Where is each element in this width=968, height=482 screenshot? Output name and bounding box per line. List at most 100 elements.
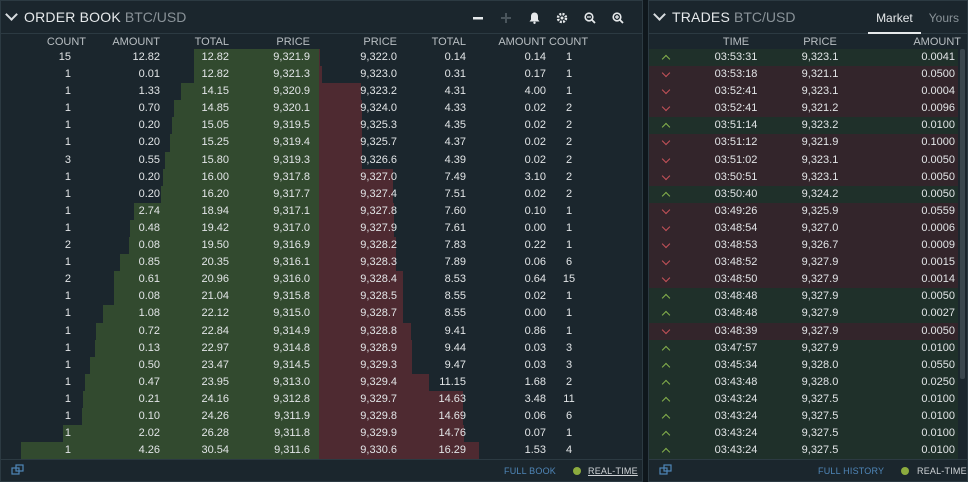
- ask-price: 9,330.6: [360, 444, 397, 457]
- arrow-down-icon: [661, 325, 671, 334]
- trade-row[interactable]: 03:43:24 9,327.5 0.0100: [649, 407, 958, 426]
- order-book-row[interactable]: 1 0.20 16.00 9,317.8 9,327.0 7.49 3.10 2: [1, 168, 642, 186]
- order-book-row[interactable]: 1 0.13 22.97 9,314.8 9,328.9 9.44 0.03 3: [1, 339, 642, 357]
- arrow-up-icon: [661, 379, 671, 389]
- order-book-row[interactable]: 1 4.26 30.54 9,311.6 9,330.6 16.29 1.53 4: [1, 442, 642, 460]
- trade-row[interactable]: 03:43:24 9,327.5 0.0100: [649, 390, 958, 408]
- trade-row[interactable]: 03:48:48 9,327.9 0.0027: [649, 305, 958, 323]
- trade-time: 03:43:24: [714, 444, 758, 457]
- ask-depth-bar: [319, 339, 412, 357]
- trade-row[interactable]: 03:52:41 9,321.2 0.0096: [649, 100, 958, 118]
- order-book-row[interactable]: 1 0.20 15.25 9,319.4 9,325.7 4.37 0.02 2: [1, 134, 642, 152]
- ask-count: 1: [565, 427, 573, 440]
- ask-depth-bar: [319, 407, 464, 426]
- trade-row[interactable]: 03:51:02 9,323.1 0.0050: [649, 151, 958, 169]
- trades-title: TRADES: [672, 9, 730, 25]
- collapse-chevron-icon[interactable]: [653, 8, 666, 21]
- trade-row[interactable]: 03:48:53 9,326.7 0.0009: [649, 237, 958, 255]
- trade-row[interactable]: 03:52:41 9,323.1 0.0004: [649, 83, 958, 101]
- trade-row[interactable]: 03:47:57 9,327.9 0.0100: [649, 339, 958, 357]
- tab-yours[interactable]: Yours: [928, 11, 959, 25]
- bid-price: 9,312.8: [273, 392, 310, 405]
- trade-row[interactable]: 03:48:54 9,327.0 0.0006: [649, 219, 958, 238]
- trade-row[interactable]: 03:51:14 9,323.2 0.0100: [649, 117, 958, 135]
- trade-row[interactable]: 03:53:31 9,323.1 0.0041: [649, 49, 958, 67]
- ask-total: 14.63: [438, 392, 466, 405]
- trade-row[interactable]: 03:48:39 9,327.9 0.0050: [649, 322, 958, 340]
- ask-amount: 0.02: [524, 187, 546, 200]
- order-book-row[interactable]: 3 0.55 15.80 9,319.3 9,326.6 4.39 0.02 2: [1, 151, 642, 169]
- order-book-row[interactable]: 1 0.20 16.20 9,317.7 9,327.4 7.51 0.02 2: [1, 185, 642, 203]
- bid-amount: 0.20: [138, 170, 160, 183]
- bid-amount: 0.50: [138, 358, 160, 371]
- order-book-row[interactable]: 1 1.33 14.15 9,320.9 9,323.2 4.31 4.00 1: [1, 83, 642, 101]
- order-book-row[interactable]: 2 0.08 19.50 9,316.9 9,328.2 7.83 0.22 1: [1, 237, 642, 255]
- order-book-row[interactable]: 1 0.01 12.82 9,321.3 9,323.0 0.31 0.17 1: [1, 66, 642, 84]
- trade-row[interactable]: 03:43:48 9,328.0 0.0250: [649, 373, 958, 391]
- bid-price: 9,314.5: [273, 358, 310, 371]
- bid-count: 1: [64, 85, 71, 98]
- ask-count: 1: [565, 221, 573, 234]
- ask-price: 9,327.0: [360, 170, 397, 183]
- order-book-row[interactable]: 1 0.08 21.04 9,315.8 9,328.5 8.55 0.02 1: [1, 288, 642, 306]
- trade-row[interactable]: 03:51:12 9,321.9 0.1000: [649, 134, 958, 152]
- order-book-row[interactable]: 15 12.82 12.82 9,321.9 9,322.0 0.14 0.14 1: [1, 49, 642, 67]
- bid-count: 1: [64, 324, 71, 337]
- bid-depth-bar: [128, 237, 319, 255]
- realtime-toggle[interactable]: REAL-TIME: [588, 466, 638, 476]
- tab-market[interactable]: Market: [868, 1, 921, 34]
- trades-scrollbar[interactable]: [960, 49, 965, 379]
- bid-count: 1: [64, 427, 71, 440]
- alerts-button[interactable]: [520, 1, 548, 34]
- trade-amount: 0.0100: [921, 409, 955, 422]
- trade-row[interactable]: 03:48:52 9,327.9 0.0015: [649, 254, 958, 272]
- bid-total: 22.12: [201, 307, 229, 320]
- increase-precision-button[interactable]: [492, 1, 520, 34]
- trade-row[interactable]: 03:53:18 9,321.1 0.0500: [649, 66, 958, 84]
- decrease-precision-button[interactable]: [464, 1, 492, 34]
- order-book-row[interactable]: 1 2.74 18.94 9,317.1 9,327.8 7.60 0.10 1: [1, 202, 642, 220]
- trade-row[interactable]: 03:48:48 9,327.9 0.0050: [649, 288, 958, 306]
- order-book-row[interactable]: 1 2.02 26.28 9,311.8 9,329.9 14.76 0.07 1: [1, 425, 642, 443]
- order-book-row[interactable]: 1 0.20 15.05 9,319.5 9,325.3 4.35 0.02 2: [1, 117, 642, 135]
- trade-row[interactable]: 03:50:51 9,323.1 0.0050: [649, 168, 958, 186]
- zoom-out-button[interactable]: [576, 1, 604, 34]
- zoom-in-button[interactable]: [604, 1, 632, 34]
- expand-icon[interactable]: [659, 464, 673, 476]
- order-book-row[interactable]: 1 0.50 23.47 9,314.5 9,329.3 9.47 0.03 3: [1, 356, 642, 374]
- trade-row[interactable]: 03:48:50 9,327.9 0.0014: [649, 271, 958, 289]
- order-book-row[interactable]: 1 0.10 24.26 9,311.9 9,329.8 14.69 0.06 6: [1, 407, 642, 426]
- trade-row[interactable]: 03:45:34 9,328.0 0.0550: [649, 356, 958, 374]
- order-book-title: ORDER BOOK: [24, 9, 121, 25]
- order-book-row[interactable]: 1 0.70 14.85 9,320.1 9,324.0 4.33 0.02 2: [1, 100, 642, 118]
- order-book-row[interactable]: 1 0.47 23.95 9,313.0 9,329.4 11.15 1.68 2: [1, 373, 642, 391]
- order-book-row[interactable]: 1 1.08 22.12 9,315.0 9,328.7 8.55 0.00 1: [1, 305, 642, 323]
- bid-depth-bar: [180, 83, 319, 101]
- ask-count: 1: [565, 68, 573, 81]
- ask-amount: 0.02: [524, 136, 546, 149]
- full-history-link[interactable]: FULL HISTORY: [818, 466, 885, 476]
- trade-row[interactable]: 03:43:24 9,327.5 0.0100: [649, 425, 958, 443]
- trade-row[interactable]: 03:49:26 9,325.9 0.0559: [649, 202, 958, 220]
- order-book-row[interactable]: 1 0.48 19.42 9,317.0 9,327.9 7.61 0.00 1: [1, 219, 642, 238]
- bid-count: 1: [64, 290, 71, 303]
- order-book-row[interactable]: 2 0.61 20.96 9,316.0 9,328.4 8.53 0.64 15: [1, 271, 642, 289]
- trade-row[interactable]: 03:43:24 9,327.5 0.0100: [649, 442, 958, 460]
- ask-price: 9,324.0: [360, 102, 397, 115]
- collapse-chevron-icon[interactable]: [5, 8, 18, 21]
- realtime-toggle[interactable]: REAL-TIME: [917, 466, 967, 476]
- bid-depth-bar: [129, 219, 319, 238]
- trade-row[interactable]: 03:50:40 9,324.2 0.0050: [649, 185, 958, 203]
- ask-count: 6: [565, 256, 573, 269]
- order-book-row[interactable]: 1 0.21 24.16 9,312.8 9,329.7 14.63 3.48 11: [1, 390, 642, 408]
- order-book-row[interactable]: 1 0.85 20.35 9,316.1 9,328.3 7.89 0.06 6: [1, 254, 642, 272]
- full-book-link[interactable]: FULL BOOK: [504, 466, 556, 476]
- column-header-price: PRICE: [803, 36, 837, 48]
- settings-button[interactable]: [548, 1, 576, 34]
- ask-price: 9,327.9: [360, 221, 397, 234]
- order-book-row[interactable]: 1 0.72 22.84 9,314.9 9,328.8 9.41 0.86 1: [1, 322, 642, 340]
- ask-price: 9,329.7: [360, 392, 397, 405]
- ask-price: 9,323.2: [360, 85, 397, 98]
- trade-time: 03:53:18: [714, 68, 758, 81]
- expand-icon[interactable]: [11, 464, 25, 476]
